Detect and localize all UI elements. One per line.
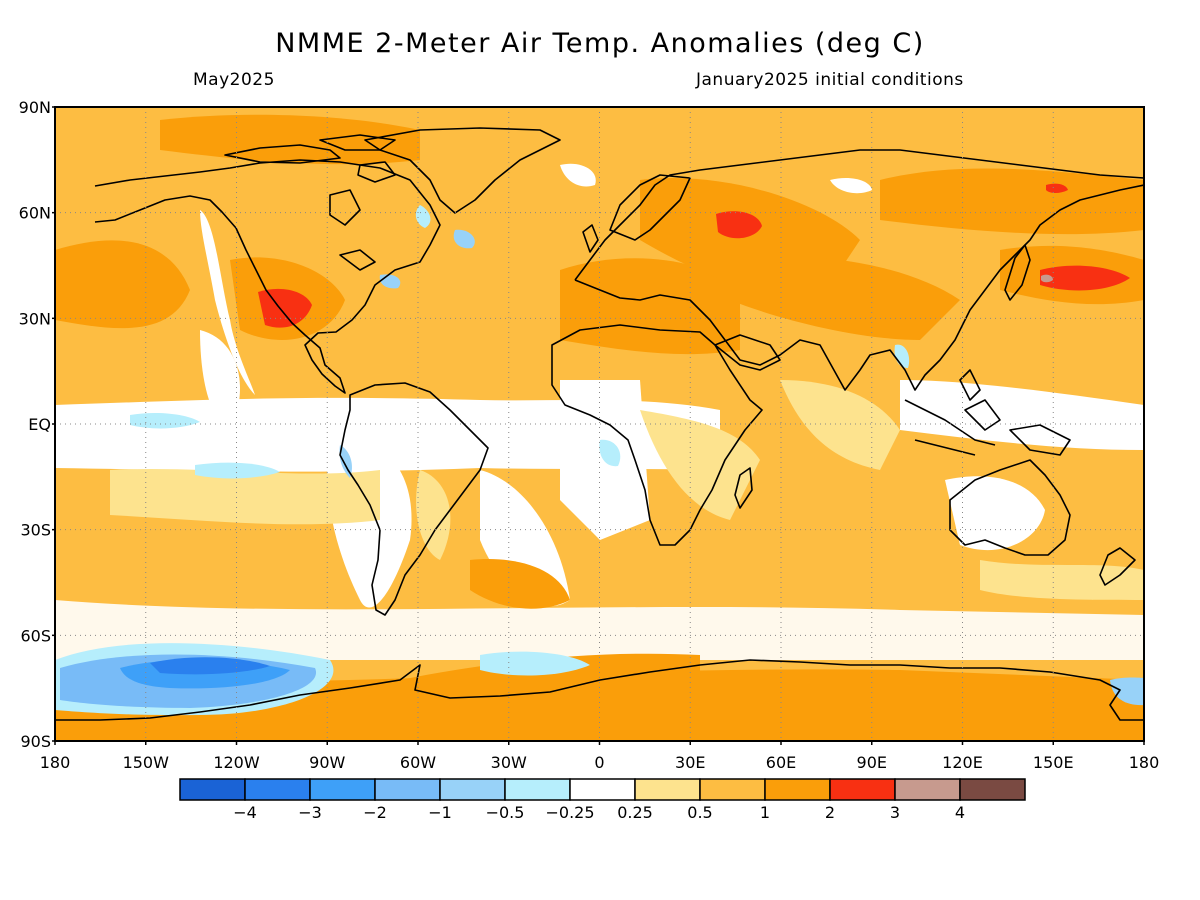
legend-swatch [764, 778, 831, 801]
longitude-labels: 180 150W 120W 90W 60W 30W 0 30E 60E 90E 120E 150E 18… [40, 741, 1160, 772]
latitude-tick-label: 30S [20, 521, 51, 540]
legend-swatch [179, 778, 246, 801]
legend-swatch [504, 778, 571, 801]
legend-label: −2 [363, 803, 387, 822]
longitude-tick-label: 90E [857, 753, 887, 772]
longitude-tick-label: 180 [1129, 753, 1160, 772]
longitude-tick-label: 120W [213, 753, 260, 772]
legend-label: −3 [298, 803, 322, 822]
coastlines [55, 127, 1144, 721]
latitude-tick-label: 90S [20, 732, 51, 751]
legend-label: −1 [428, 803, 452, 822]
legend-label: 3 [890, 803, 900, 822]
map-grid [55, 107, 1144, 741]
legend-label: 0.5 [687, 803, 712, 822]
legend-swatch [959, 778, 1026, 801]
legend-swatch [894, 778, 961, 801]
longitude-tick-label: 120E [942, 753, 983, 772]
legend-swatch [569, 778, 636, 801]
legend-label: −4 [233, 803, 257, 822]
longitude-tick-label: 150W [123, 753, 170, 772]
latitude-labels: 90N 60N 30N EQ 30S 60S 90S [19, 98, 55, 751]
legend-swatch [829, 778, 896, 801]
legend-swatch [309, 778, 376, 801]
longitude-tick-label: 150E [1033, 753, 1074, 772]
longitude-tick-label: 30E [675, 753, 705, 772]
longitude-tick-label: 180 [40, 753, 71, 772]
latitude-tick-label: 60S [20, 626, 51, 645]
legend-label: 0.25 [617, 803, 653, 822]
longitude-tick-label: 90W [309, 753, 345, 772]
latitude-tick-label: 90N [19, 98, 51, 117]
legend-swatch [244, 778, 311, 801]
legend-swatch [374, 778, 441, 801]
legend-label: −0.25 [545, 803, 594, 822]
legend-swatch [699, 778, 766, 801]
map-title: NMME 2-Meter Air Temp. Anomalies (deg C) [275, 28, 925, 59]
latitude-tick-label: EQ [28, 415, 51, 434]
longitude-tick-label: 60E [766, 753, 796, 772]
longitude-tick-label: 0 [594, 753, 604, 772]
longitude-tick-label: 60W [400, 753, 436, 772]
color-legend: −4 −3 −2 −1 −0.5 −0.25 0.25 0.5 1 2 3 4 [179, 778, 1026, 822]
legend-swatch [634, 778, 701, 801]
longitude-tick-label: 30W [491, 753, 527, 772]
legend-swatch [439, 778, 506, 801]
latitude-tick-label: 30N [19, 309, 51, 328]
initial-conditions-label: January2025 initial conditions [696, 70, 964, 90]
legend-label: 2 [825, 803, 835, 822]
legend-label: −0.5 [486, 803, 525, 822]
legend-label: 4 [955, 803, 965, 822]
legend-label: 1 [760, 803, 770, 822]
valid-month-label: May2025 [193, 70, 275, 90]
latitude-tick-label: 60N [19, 204, 51, 223]
